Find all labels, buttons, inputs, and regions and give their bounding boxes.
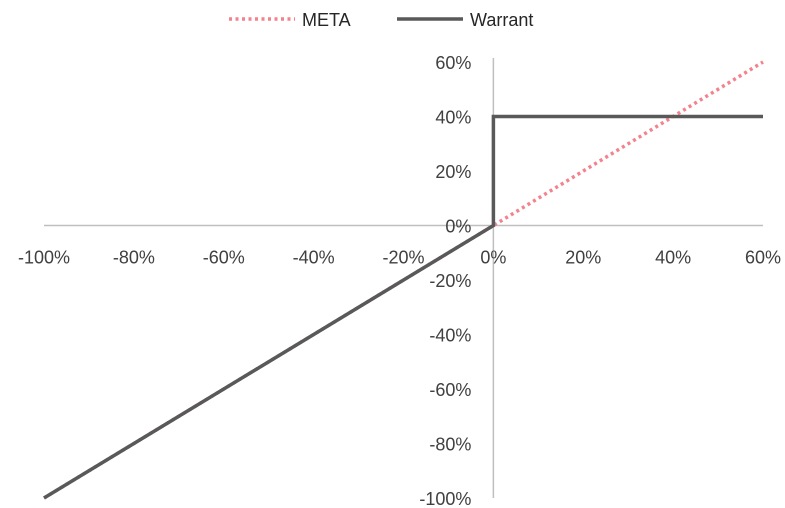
y-tick-label: 20% xyxy=(435,162,471,182)
y-tick-label: -20% xyxy=(429,271,471,291)
x-tick-label: -60% xyxy=(203,248,245,268)
y-tick-label: 60% xyxy=(435,53,471,73)
x-tick-label: -100% xyxy=(18,248,70,268)
series-line-warrant xyxy=(43,114,763,500)
y-tick-label: -100% xyxy=(419,489,471,508)
y-tick-label: -40% xyxy=(429,326,471,346)
x-tick-label: -40% xyxy=(293,248,335,268)
x-tick-label: 20% xyxy=(565,248,601,268)
x-tick-label: -20% xyxy=(382,248,424,268)
x-tick-label: 40% xyxy=(655,248,691,268)
x-tick-labels: -100% -80% -60% -40% -20% 0% 20% 40% 60% xyxy=(18,248,781,268)
x-tick-label: 0% xyxy=(480,248,506,268)
y-tick-label: 0% xyxy=(445,217,471,237)
legend-label-warrant: Warrant xyxy=(470,10,533,30)
series-layer xyxy=(43,60,764,500)
y-tick-label: -80% xyxy=(429,435,471,455)
legend-label-meta: META xyxy=(302,10,351,30)
x-tick-label: -80% xyxy=(113,248,155,268)
x-tick-label: 60% xyxy=(745,248,781,268)
y-tick-label: 40% xyxy=(435,108,471,128)
legend: META Warrant xyxy=(229,10,533,30)
y-tick-labels: 60% 40% 20% 0% -20% -40% -60% -80% -100% xyxy=(419,53,471,508)
y-tick-label: -60% xyxy=(429,380,471,400)
